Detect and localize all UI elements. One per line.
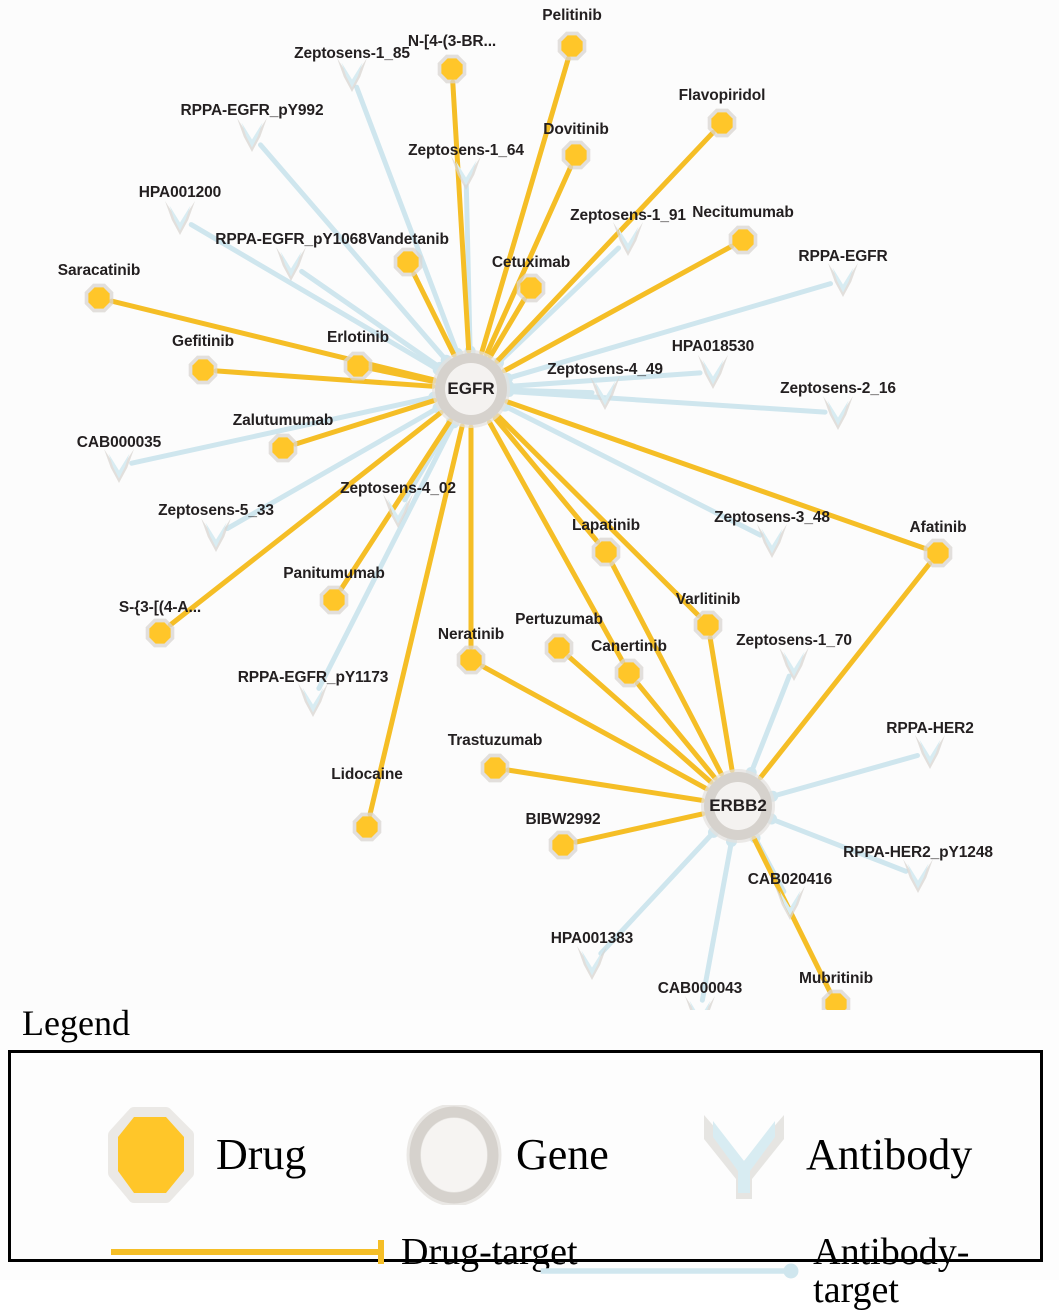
legend-shape-row: Drug Gene Antibody [11, 1105, 1040, 1205]
network-svg [84, 31, 953, 1010]
legend-item-antibody-target: Antibody-target [536, 1233, 1040, 1309]
antibody-node[interactable] [613, 222, 643, 256]
legend-edge-row: Drug-target Antibody-target [11, 1233, 1040, 1309]
drug-node[interactable] [437, 54, 467, 84]
gene-node-label: ERBB2 [709, 796, 767, 815]
legend-item-antibody: Antibody [696, 1105, 972, 1205]
legend-label-antibody: Antibody [806, 1130, 973, 1179]
drug-node[interactable] [393, 247, 423, 277]
legend-title: Legend [22, 1003, 130, 1043]
drug-node[interactable] [352, 812, 382, 842]
gene-node-label: EGFR [447, 379, 495, 398]
drug-node[interactable] [821, 989, 851, 1010]
antibody-node[interactable] [237, 118, 267, 152]
drug-icon [108, 1107, 194, 1203]
antibody-node[interactable] [685, 996, 715, 1010]
antibody-node[interactable] [298, 683, 328, 717]
drug-node[interactable] [456, 645, 486, 675]
drug-node[interactable] [480, 753, 510, 783]
antibody-node[interactable] [590, 376, 620, 410]
nodes-layer [84, 31, 953, 1010]
antibody-node[interactable] [903, 859, 933, 893]
drug-node[interactable] [707, 108, 737, 138]
antibody-node[interactable] [165, 201, 195, 235]
antibody-node[interactable] [451, 156, 481, 190]
gene-node[interactable] [701, 769, 775, 843]
antibody-node[interactable] [915, 735, 945, 769]
edges-layer [109, 55, 933, 1003]
antibody-node[interactable] [383, 494, 413, 528]
drug-node[interactable] [614, 658, 644, 688]
antibody-node[interactable] [775, 886, 805, 920]
gene-icon [406, 1105, 502, 1205]
drug-node[interactable] [693, 610, 723, 640]
drug-target-edge-icon [111, 1240, 384, 1264]
legend-label-gene: Gene [516, 1130, 609, 1179]
antibody-node[interactable] [757, 524, 787, 558]
legend-label-antibody-target: Antibody-target [813, 1231, 970, 1311]
drug-node[interactable] [343, 351, 373, 381]
drug-node[interactable] [923, 538, 953, 568]
antibody-icon [704, 1115, 784, 1199]
drug-node[interactable] [145, 618, 175, 648]
drug-node[interactable] [557, 31, 587, 61]
legend-item-gene: Gene [406, 1105, 609, 1205]
antibody-node[interactable] [201, 518, 231, 552]
drug-node[interactable] [319, 585, 349, 615]
drug-node[interactable] [268, 433, 298, 463]
antibody-node[interactable] [104, 449, 134, 483]
drug-node[interactable] [591, 537, 621, 567]
drug-node[interactable] [544, 633, 574, 663]
legend-label-drug: Drug [216, 1130, 307, 1179]
antibody-node[interactable] [276, 247, 306, 281]
legend-item-drug-target: Drug-target [106, 1233, 578, 1271]
legend: Legend Drug Gene [0, 1003, 1059, 1309]
drug-node[interactable] [84, 283, 114, 313]
drug-node[interactable] [561, 140, 591, 170]
legend-item-drug: Drug [106, 1105, 306, 1205]
drug-node[interactable] [548, 830, 578, 860]
drug-node[interactable] [728, 225, 758, 255]
antibody-node[interactable] [828, 263, 858, 297]
antibody-target-edge-icon [540, 1263, 799, 1279]
legend-box: Drug Gene Antibody [8, 1050, 1043, 1309]
network-diagram: Pelitinib N-[4-(3-BR... Flavopiridol Doviti… [57, 7, 993, 1010]
drug-node[interactable] [516, 273, 546, 303]
antibody-node[interactable] [577, 946, 607, 980]
legend-label-drug-target: Drug-target [401, 1231, 578, 1273]
drug-node[interactable] [188, 355, 218, 385]
antibody-node[interactable] [779, 647, 809, 681]
antibody-node[interactable] [823, 396, 853, 430]
antibody-node[interactable] [337, 58, 367, 92]
antibody-node[interactable] [698, 355, 728, 389]
gene-node[interactable] [432, 350, 510, 428]
